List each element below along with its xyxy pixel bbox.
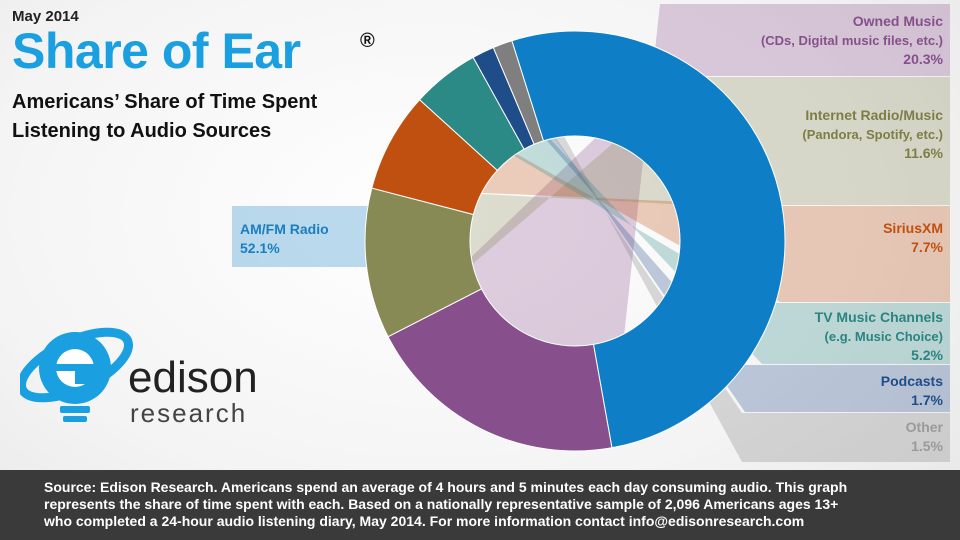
slice-0 [511,30,786,449]
slice-label-3: SiriusXM 7.7% [660,219,943,257]
slice-1 [387,288,613,452]
slice-label-0: AM/FM Radio 52.1% [240,220,329,258]
edison-research-logo: edison research [20,327,258,428]
slice-label-5: Podcasts 1.7% [660,372,943,410]
slice-6 [492,40,545,145]
source-footer: Source: Edison Research. Americans spend… [0,470,960,540]
subtitle-line-2: Listening to Audio Sources [12,120,272,142]
label-value: 5.2% [911,347,943,363]
callout-0 [232,206,388,267]
registered-mark: ® [360,30,375,52]
slice-label-1: Owned Music (CDs, Digital music files, et… [660,12,943,69]
footer-line-2: represents the share of time spent with … [44,496,839,512]
label-sub: (e.g. Music Choice) [824,329,943,344]
label-name: AM/FM Radio [240,221,329,237]
label-value: 7.7% [911,239,943,255]
slice-label-6: Other 1.5% [660,418,943,456]
label-value: 1.7% [911,392,943,408]
page-subtitle: Americans’ Share of Time Spent Listening… [12,88,392,146]
callout-3 [371,99,950,303]
label-name: SiriusXM [883,220,943,236]
page-title: Share of Ear [12,23,301,79]
logo-word: edison [128,353,258,402]
footer-line-1: Source: Edison Research. Americans spend… [44,479,848,495]
slice-label-2: Internet Radio/Music (Pandora, Spotify, e… [660,106,943,163]
date-label: May 2014 [12,8,79,25]
label-name: TV Music Channels [814,309,943,325]
label-sub: (Pandora, Spotify, etc.) [802,127,943,142]
callout-6 [493,40,950,462]
callout-2 [371,77,950,337]
slice-label-4: TV Music Channels (e.g. Music Choice) 5.2% [660,308,943,365]
label-value: 1.5% [911,438,943,454]
label-value: 11.6% [904,145,943,161]
label-name: Internet Radio/Music [805,107,943,123]
label-name: Other [905,419,943,435]
label-name: Owned Music [852,13,943,29]
label-value: 52.1% [240,240,280,256]
footer-line-3: who completed a 24-hour audio listening … [44,513,805,529]
subtitle-line-1: Americans’ Share of Time Spent [12,91,318,113]
lightbulb-swoosh-icon [20,327,134,422]
label-name: Podcasts [880,373,943,389]
logo-sub: research [130,398,247,428]
label-sub: (CDs, Digital music files, etc.) [760,33,943,48]
label-value: 20.3% [903,51,943,67]
